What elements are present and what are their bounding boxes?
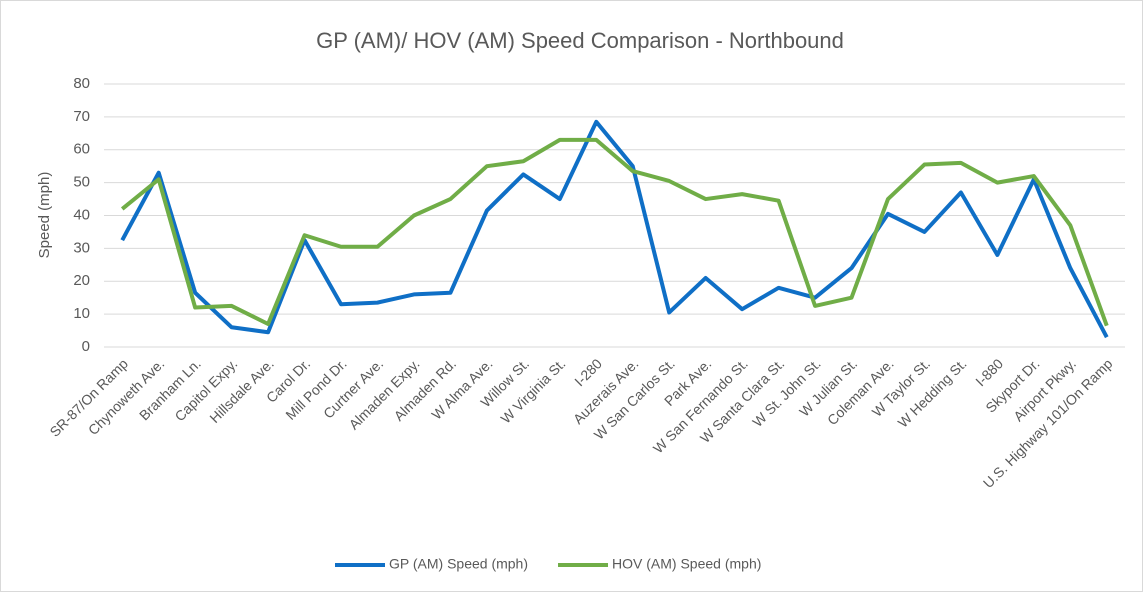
y-tick-label: 20 xyxy=(73,272,90,289)
y-tick-label: 70 xyxy=(73,108,90,125)
y-tick-label: 60 xyxy=(73,141,90,158)
y-tick-label: 10 xyxy=(73,305,90,322)
series-line xyxy=(120,137,1109,327)
y-tick-label: 80 xyxy=(73,75,90,92)
chart-title: GP (AM)/ HOV (AM) Speed Comparison - Nor… xyxy=(316,28,844,53)
y-axis-label: Speed (mph) xyxy=(36,172,53,259)
y-tick-label: 40 xyxy=(73,206,90,223)
y-tick-label: 50 xyxy=(73,174,90,191)
y-tick-label: 0 xyxy=(82,338,90,355)
y-tick-label: 30 xyxy=(73,239,90,256)
series-line xyxy=(120,119,1109,339)
legend-label: HOV (AM) Speed (mph) xyxy=(612,556,761,572)
legend-label: GP (AM) Speed (mph) xyxy=(389,556,528,572)
